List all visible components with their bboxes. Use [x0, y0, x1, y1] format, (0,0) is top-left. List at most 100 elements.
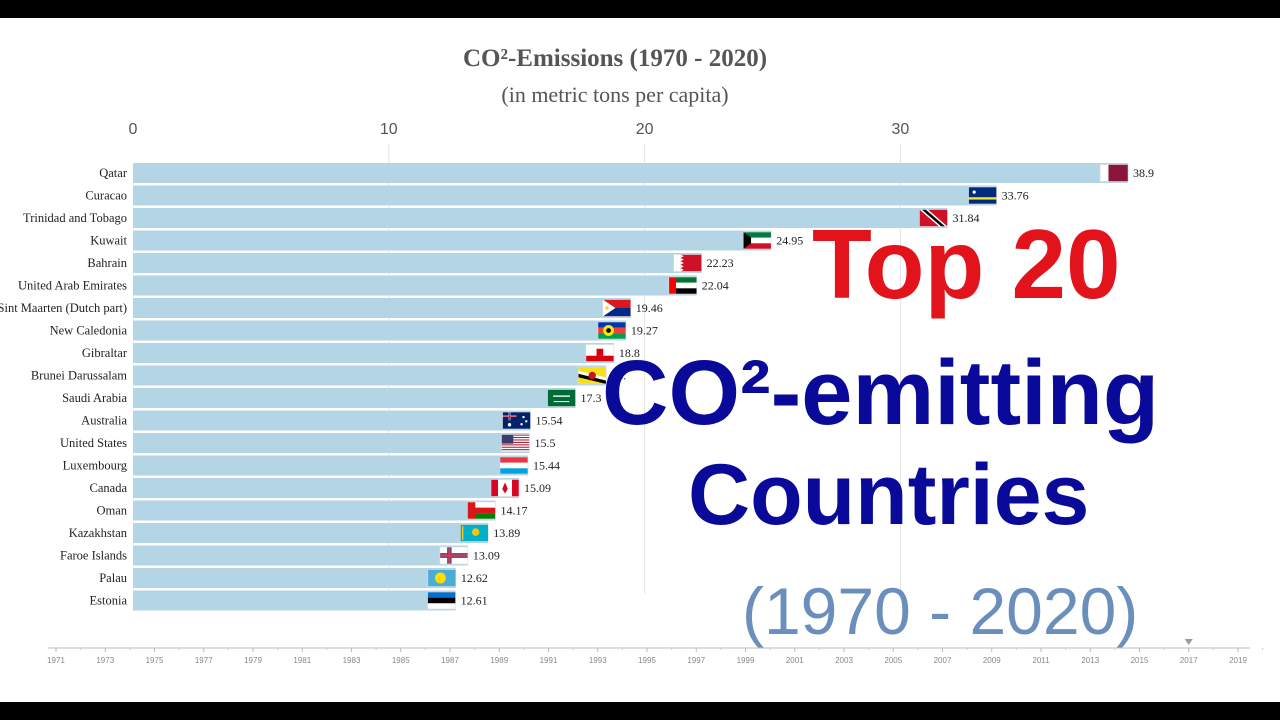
category-label: Gibraltar: [82, 346, 128, 360]
bar: [133, 455, 528, 476]
bar: [133, 365, 607, 386]
value-label: 22.23: [707, 256, 734, 270]
timeline-year-label: 2007: [934, 656, 952, 665]
bar: [133, 590, 456, 611]
category-label: Curacao: [85, 189, 127, 203]
kuwait-flag-icon: [742, 231, 772, 250]
category-label: United Arab Emirates: [18, 279, 127, 293]
value-label: 15.44: [533, 459, 560, 473]
timeline-year-label: 1977: [195, 656, 213, 665]
timeline-year-label: 1995: [638, 656, 656, 665]
bar-chart: CO²-Emissions (1970 - 2020) (in metric t…: [0, 45, 1264, 665]
timeline-year-label: 2003: [835, 656, 853, 665]
timeline-year-label: 2009: [983, 656, 1001, 665]
timeline-year-label: 1973: [96, 656, 114, 665]
timeline-year-label: 2001: [786, 656, 804, 665]
chart-frame: CO²-Emissions (1970 - 2020) (in metric t…: [0, 18, 1280, 702]
category-label: Luxembourg: [63, 459, 128, 473]
x-tick-label: 20: [636, 121, 654, 138]
bar: [133, 388, 576, 408]
timeline-year-label: 1975: [146, 656, 164, 665]
timeline-year-label: 1991: [540, 656, 558, 665]
united-states-flag-icon: [501, 434, 530, 452]
category-label: Brunei Darussalam: [31, 369, 127, 383]
bar: [133, 253, 702, 273]
timeline-year-label: 1983: [343, 656, 361, 665]
value-label: 19.27: [631, 324, 658, 338]
category-label: Canada: [90, 481, 128, 495]
bar: [133, 298, 631, 318]
timeline-year-label: 2015: [1131, 656, 1149, 665]
gibraltar-flag-icon: [585, 344, 615, 362]
value-label: 17.3: [581, 391, 602, 405]
category-label: Estonia: [90, 594, 128, 608]
category-label: Australia: [81, 414, 127, 428]
category-label: Sint Maarten (Dutch part): [0, 301, 127, 315]
category-label: Oman: [96, 504, 127, 518]
bar: [133, 275, 697, 296]
chart-title: CO²-Emissions (1970 - 2020): [463, 45, 767, 72]
category-label: Qatar: [99, 166, 128, 180]
value-label: 12.62: [461, 571, 488, 585]
value-label: 31.84: [952, 211, 979, 225]
timeline-year-label: 1987: [441, 656, 459, 665]
value-label: 33.76: [1002, 189, 1029, 203]
value-label: 19.46: [636, 301, 663, 315]
timeline-year-label: 1999: [737, 656, 755, 665]
bar: [133, 208, 948, 228]
timeline-year-label: 1993: [589, 656, 607, 665]
value-label: 18.: [611, 369, 626, 383]
timeline-year-label: 2019: [1229, 656, 1247, 665]
bar: [133, 478, 520, 498]
timeline-year-label: 2017: [1180, 656, 1198, 665]
qatar-flag-icon: [1099, 164, 1129, 182]
value-label: 13.89: [493, 526, 520, 540]
timeline-year-label: 1981: [293, 656, 311, 665]
bar: [133, 230, 772, 251]
saudi-arabia-flag-icon: [547, 389, 576, 407]
timeline-handle[interactable]: [1184, 639, 1193, 645]
timeline-year-label: 2013: [1081, 656, 1099, 665]
category-label: Bahrain: [87, 256, 127, 270]
timeline-year-label: 1997: [687, 656, 705, 665]
bar: [133, 523, 489, 543]
timeline-year-label: 1979: [244, 656, 262, 665]
new-caledonia-flag-icon: [597, 321, 627, 340]
overlay-countries: Countries: [688, 447, 1090, 543]
canada-flag-icon: [490, 479, 520, 497]
uae-flag-icon: [668, 276, 698, 295]
category-label: United States: [60, 436, 127, 450]
bar: [133, 500, 496, 521]
value-label: 14.17: [500, 504, 527, 518]
x-tick-label: 30: [892, 121, 910, 138]
category-label: Kazakhstan: [69, 526, 128, 540]
value-label: 12.61: [461, 594, 488, 608]
value-label: 18.8: [619, 346, 640, 360]
timeline-year-label: 1985: [392, 656, 410, 665]
value-label: 15.5: [534, 436, 555, 450]
x-tick-label: 0: [129, 121, 138, 138]
bar: [133, 343, 614, 363]
bar: [133, 185, 997, 206]
category-label: Trinidad and Tobago: [23, 211, 127, 225]
category-label: Palau: [99, 571, 128, 585]
brunei-flag-icon: [577, 366, 607, 385]
curacao-flag-icon: [968, 186, 997, 205]
luxembourg-flag-icon: [499, 456, 529, 475]
sint-maarten-flag-icon: [602, 299, 632, 317]
value-label: 38.9: [1133, 166, 1154, 180]
category-label: Kuwait: [90, 234, 127, 248]
bar: [133, 410, 531, 431]
bar: [133, 433, 530, 453]
bar: [133, 568, 456, 588]
timeline-year-label: 1989: [490, 656, 508, 665]
timeline-year-label: 1971: [47, 656, 65, 665]
australia-flag-icon: [502, 411, 531, 430]
value-label: 15.54: [536, 414, 563, 428]
overlay-co2-emitting: CO²-emitting: [602, 342, 1160, 444]
x-tick-label: 10: [380, 121, 398, 138]
value-label: 13.09: [473, 549, 500, 563]
value-label: 15.09: [524, 481, 551, 495]
overlay-top20: Top 20: [812, 209, 1121, 319]
bar: [133, 320, 626, 341]
